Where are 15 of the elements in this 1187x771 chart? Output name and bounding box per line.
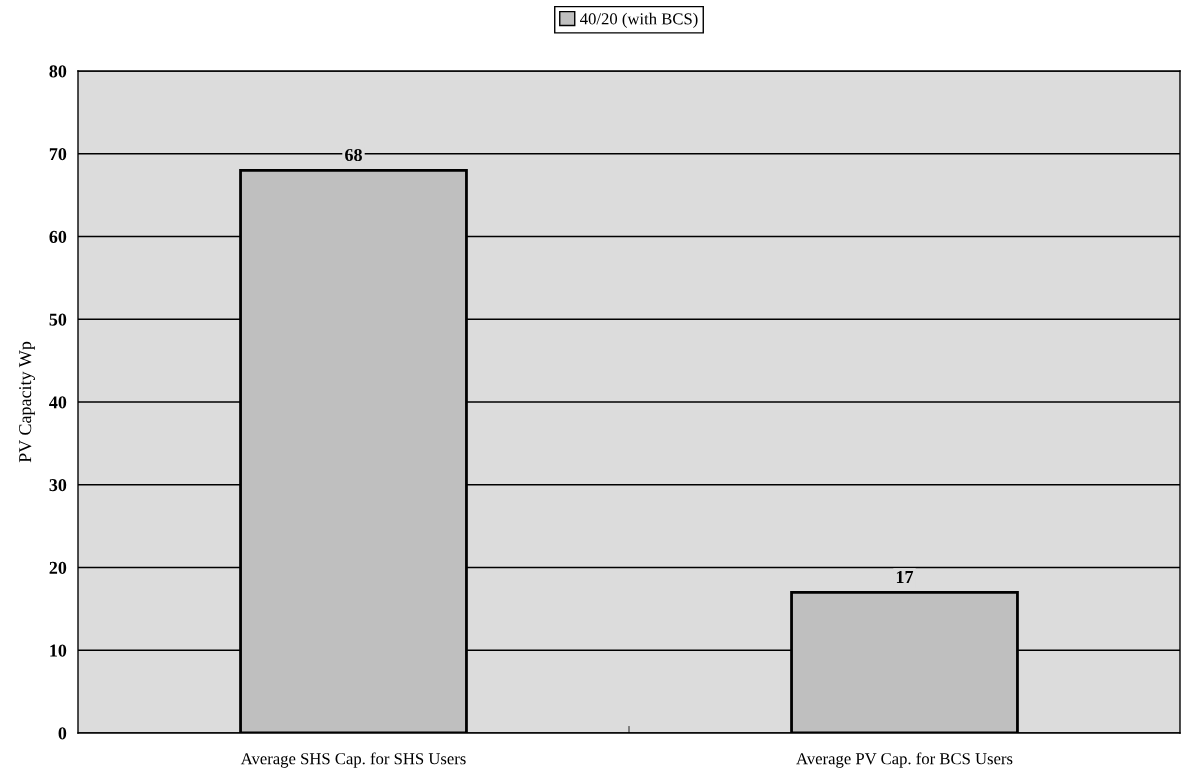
y-tick-label: 80 xyxy=(49,65,67,78)
y-tick-label: 0 xyxy=(58,727,67,740)
y-tick-label: 10 xyxy=(50,644,67,657)
x-tick-label: Average PV Cap. for BCS Users xyxy=(796,752,1013,768)
y-tick-label: 50 xyxy=(49,313,67,326)
legend-label: 40/20 (with BCS) xyxy=(580,12,698,28)
y-axis-title: PV Capacity Wp xyxy=(19,341,35,463)
data-label: 17 xyxy=(896,571,914,583)
y-tick-label: 60 xyxy=(49,230,67,243)
x-tick-label: Average SHS Cap. for SHS Users xyxy=(240,752,466,768)
data-label: 68 xyxy=(345,148,362,162)
y-tick-label: 40 xyxy=(49,396,67,409)
y-tick-label: 20 xyxy=(49,561,67,574)
y-tick-label: 30 xyxy=(49,479,67,492)
y-tick-label: 70 xyxy=(49,148,67,161)
